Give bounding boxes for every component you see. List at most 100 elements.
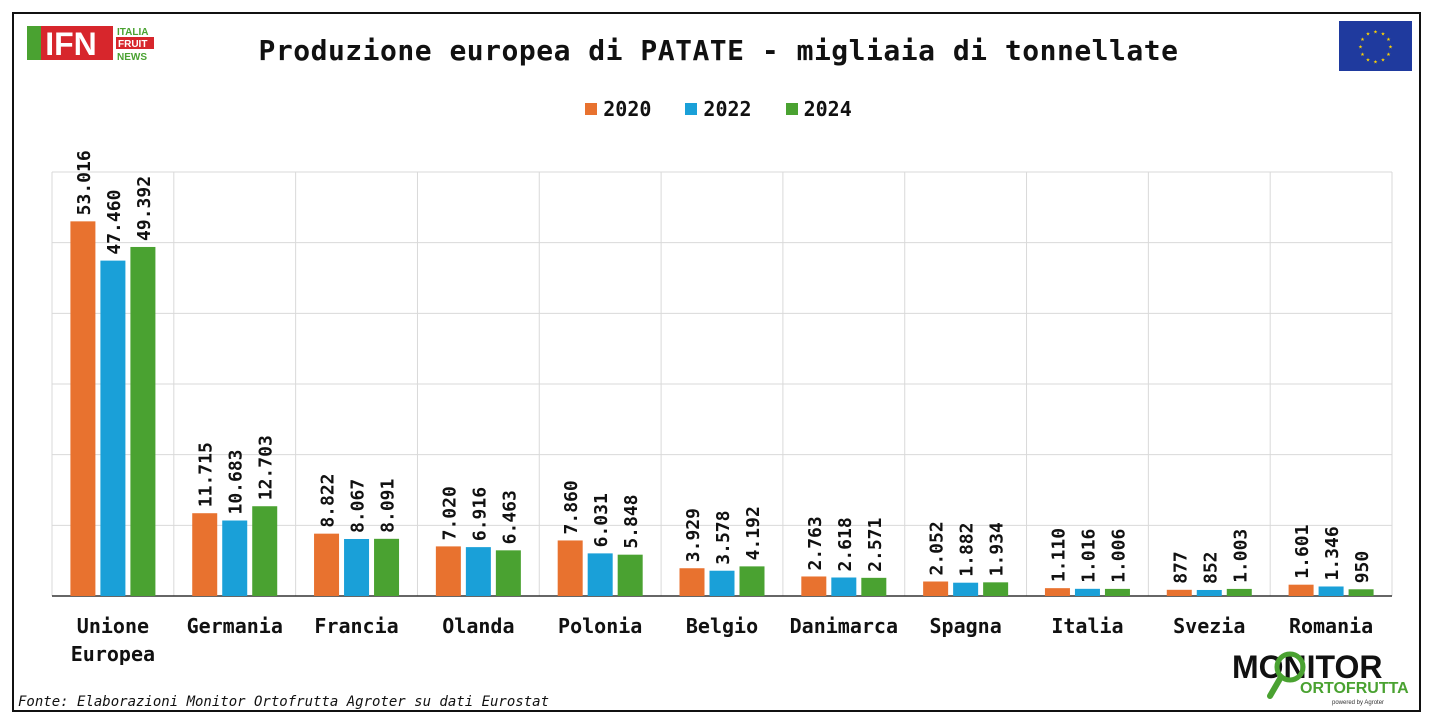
bar-2022 (465, 547, 491, 596)
bar-2020 (70, 221, 96, 596)
logo-fruit-text: FRUIT (118, 39, 147, 50)
data-label-2020: 1.110 (1048, 528, 1069, 582)
bar-2024 (861, 577, 887, 596)
category-label: Olanda (442, 614, 514, 638)
logo-tagline-text: powered by Agroter (1332, 700, 1384, 706)
monitor-ortofrutta-logo: MONITOR ORTOFRUTTA powered by Agroter (1232, 649, 1409, 706)
legend-swatch-2020 (585, 103, 598, 115)
eu-star-icon: ★ (1386, 35, 1391, 43)
eu-star-icon: ★ (1366, 30, 1371, 38)
data-label-2020: 1.601 (1292, 524, 1313, 578)
bar-2020 (1288, 584, 1314, 596)
data-label-2020: 8.822 (318, 473, 339, 527)
data-label-2024: 49.392 (134, 176, 155, 241)
legend-swatch-2022 (685, 103, 698, 115)
bar-2022 (709, 570, 735, 596)
logo-italia-text: ITALIA (117, 27, 148, 38)
bar-2024 (617, 554, 643, 596)
bar-2024 (983, 582, 1009, 596)
bar-2020 (314, 533, 340, 596)
bar-2024 (252, 506, 278, 596)
bar-2020 (557, 540, 583, 596)
bar-2020 (1166, 589, 1192, 596)
bar-2022 (953, 582, 979, 596)
data-label-2022: 10.683 (226, 449, 247, 514)
eu-star-icon: ★ (1366, 55, 1371, 63)
bar-2020 (679, 568, 705, 596)
data-label-2024: 1.934 (987, 522, 1008, 576)
eu-star-icon: ★ (1388, 43, 1393, 51)
bar-2022 (1318, 586, 1344, 596)
data-label-2020: 11.715 (196, 442, 217, 507)
legend-label-2020: 2020 (603, 97, 652, 121)
data-label-2024: 1.003 (1230, 529, 1251, 583)
chart-title: Produzione europea di PATATE - migliaia … (258, 34, 1179, 67)
bar-2022 (1074, 588, 1100, 596)
logo-ifn-text: IFN (45, 26, 97, 62)
legend-swatch-2024 (785, 103, 798, 115)
magnifier-icon (1274, 651, 1306, 683)
bar-2022 (1196, 589, 1222, 596)
logo-green-block (27, 26, 41, 60)
category-label: Europea (71, 642, 155, 666)
data-label-2020: 3.929 (683, 508, 704, 562)
data-label-2022: 2.618 (835, 517, 856, 571)
data-label-2022: 1.882 (957, 523, 978, 577)
data-label-2024: 2.571 (865, 518, 886, 572)
category-label: Belgio (686, 614, 758, 638)
data-label-2022: 6.031 (591, 493, 612, 547)
category-label: Spagna (930, 614, 1002, 638)
data-label-2024: 8.091 (378, 479, 399, 533)
bar-2024 (495, 550, 521, 596)
bar-2022 (831, 577, 857, 596)
data-label-2022: 1.016 (1078, 529, 1099, 583)
eu-flag-icon: ★ ★★★★★★★★★★★ (1339, 21, 1412, 71)
legend-label-2024: 2024 (803, 97, 852, 121)
bar-2024 (1348, 589, 1374, 596)
chart-legend: 2020 2022 2024 (0, 97, 1437, 121)
bar-2024 (1104, 588, 1130, 596)
data-label-2024: 950 (1352, 551, 1373, 584)
bar-2024 (130, 246, 156, 596)
data-label-2024: 1.006 (1108, 529, 1129, 583)
bar-2020 (1044, 588, 1070, 596)
eu-star-icon: ★ (1360, 35, 1365, 43)
data-label-2022: 8.067 (348, 479, 369, 533)
bar-2022 (344, 538, 370, 596)
eu-star-icon: ★ (1373, 28, 1378, 36)
bar-2022 (100, 260, 126, 596)
legend-item-2024: 2024 (785, 97, 852, 121)
category-label: Polonia (558, 614, 642, 638)
data-label-2022: 3.578 (713, 511, 734, 565)
data-label-2022: 47.460 (104, 190, 125, 255)
bar-2024 (1226, 588, 1252, 596)
bar-2022 (222, 520, 248, 596)
eu-star-icon: ★ (1358, 43, 1363, 51)
eu-star-icon: ★ (1373, 58, 1378, 66)
bar-2020 (923, 581, 949, 596)
legend-item-2020: 2020 (585, 97, 651, 121)
data-label-2020: 7.020 (439, 486, 460, 540)
eu-star-icon: ★ (1386, 50, 1391, 58)
data-label-2024: 6.463 (499, 490, 520, 544)
eu-star-icon: ★ (1381, 55, 1386, 63)
data-label-2020: 2.763 (805, 516, 826, 570)
bar-2020 (192, 513, 218, 596)
data-label-2022: 6.916 (469, 487, 490, 541)
category-label: Germania (187, 614, 283, 638)
category-label: Danimarca (790, 614, 898, 638)
logo-news-text: NEWS (117, 52, 147, 63)
data-label-2022: 1.346 (1322, 526, 1343, 580)
data-label-2024: 4.192 (743, 506, 764, 560)
category-label: Francia (314, 614, 398, 638)
category-label: Unione (77, 614, 149, 638)
italia-fruit-news-logo: IFN ITALIA FRUIT NEWS (27, 26, 154, 63)
bar-2020 (801, 576, 827, 596)
bar-2024 (374, 538, 400, 596)
category-label: Italia (1051, 614, 1123, 638)
logo-monitor-text: MONITOR (1232, 649, 1383, 685)
legend-item-2022: 2022 (685, 97, 752, 121)
logo-ortofrutta-text: ORTOFRUTTA (1300, 680, 1409, 697)
source-note: Fonte: Elaborazioni Monitor Ortofrutta A… (18, 694, 550, 710)
data-label-2024: 5.848 (621, 494, 642, 548)
